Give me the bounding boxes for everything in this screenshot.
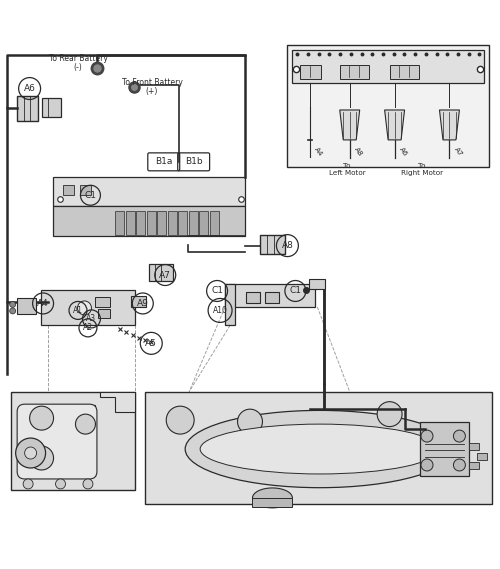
Text: A8: A8	[282, 241, 294, 250]
Text: A1: A1	[73, 306, 83, 315]
Bar	[96, 297, 110, 307]
Text: (+): (+)	[145, 87, 158, 96]
Text: A9: A9	[137, 299, 148, 308]
Text: To Rear Battery: To Rear Battery	[48, 54, 108, 63]
Polygon shape	[10, 391, 136, 490]
Circle shape	[56, 479, 66, 489]
Bar	[470, 443, 480, 450]
Bar	[150, 264, 173, 281]
Circle shape	[377, 402, 402, 427]
Ellipse shape	[185, 410, 454, 488]
Bar	[260, 234, 285, 254]
Text: A7: A7	[453, 146, 464, 157]
Text: A10: A10	[212, 306, 228, 315]
Circle shape	[454, 430, 466, 442]
Text: C1: C1	[290, 286, 302, 295]
Circle shape	[238, 409, 262, 434]
Circle shape	[421, 459, 433, 471]
Circle shape	[166, 406, 194, 434]
Circle shape	[23, 479, 33, 489]
Text: A2: A2	[83, 323, 93, 332]
Polygon shape	[340, 110, 359, 140]
Text: To Front Battery: To Front Battery	[122, 78, 183, 87]
Polygon shape	[225, 283, 315, 307]
Bar	[132, 296, 146, 307]
Circle shape	[16, 438, 46, 468]
FancyBboxPatch shape	[17, 404, 97, 479]
Text: A6: A6	[24, 84, 36, 93]
Bar	[340, 65, 368, 79]
Bar	[16, 299, 36, 315]
Circle shape	[30, 406, 54, 430]
Bar	[246, 292, 260, 303]
Bar	[16, 96, 38, 121]
Bar	[168, 211, 176, 234]
Bar	[188, 211, 198, 234]
Circle shape	[421, 430, 433, 442]
Bar	[42, 97, 60, 117]
Circle shape	[10, 302, 16, 307]
Bar	[288, 45, 490, 167]
Circle shape	[24, 447, 36, 459]
Bar	[309, 278, 325, 290]
Text: C1: C1	[211, 286, 223, 295]
Bar	[470, 461, 480, 469]
Circle shape	[30, 446, 54, 470]
Bar	[199, 211, 208, 234]
Ellipse shape	[252, 488, 292, 508]
Bar	[126, 211, 135, 234]
Bar	[300, 65, 321, 79]
Circle shape	[76, 414, 96, 434]
Text: C1: C1	[84, 191, 96, 200]
Polygon shape	[53, 177, 245, 206]
Circle shape	[83, 479, 93, 489]
Text: A5: A5	[146, 339, 157, 348]
Bar	[390, 65, 418, 79]
Polygon shape	[100, 391, 136, 411]
Polygon shape	[20, 405, 96, 476]
Polygon shape	[53, 206, 245, 236]
Bar	[210, 211, 218, 234]
Circle shape	[78, 301, 92, 315]
Bar	[80, 185, 92, 195]
Bar	[178, 211, 187, 234]
Text: A6: A6	[398, 146, 408, 157]
Text: A3: A3	[86, 315, 97, 323]
Text: A4: A4	[37, 299, 49, 308]
Bar	[265, 292, 279, 303]
Polygon shape	[384, 110, 404, 140]
Text: (-): (-)	[74, 63, 82, 72]
Bar	[292, 50, 484, 83]
Text: A4: A4	[314, 146, 324, 157]
Bar	[147, 211, 156, 234]
Polygon shape	[225, 283, 235, 325]
Text: To
Left Motor: To Left Motor	[329, 163, 366, 176]
Text: A8: A8	[353, 146, 364, 157]
Text: To
Right Motor: To Right Motor	[401, 163, 443, 176]
Polygon shape	[40, 291, 136, 325]
Ellipse shape	[200, 424, 440, 474]
Circle shape	[454, 459, 466, 471]
Bar	[63, 185, 74, 195]
Bar	[158, 211, 166, 234]
Circle shape	[10, 308, 16, 314]
Text: B1b: B1b	[185, 158, 202, 166]
Bar	[420, 422, 470, 476]
Text: B1a: B1a	[155, 158, 172, 166]
Polygon shape	[440, 110, 460, 140]
Bar	[98, 310, 110, 319]
Polygon shape	[146, 391, 492, 504]
Bar	[116, 211, 124, 234]
Bar	[252, 498, 292, 507]
Bar	[136, 211, 145, 234]
Text: A7: A7	[160, 270, 171, 279]
Bar	[477, 452, 487, 460]
